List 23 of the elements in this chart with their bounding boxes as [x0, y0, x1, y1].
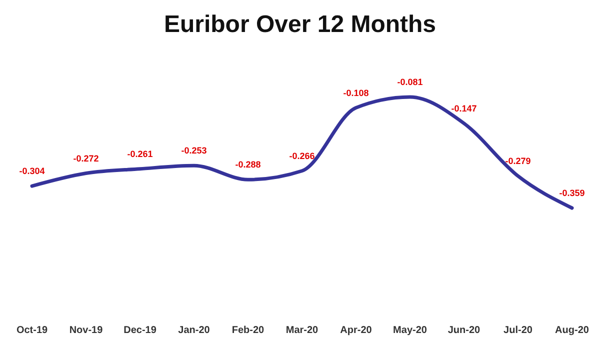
data-label: -0.304 — [19, 166, 45, 176]
x-tick-label: Jun-20 — [448, 325, 481, 336]
data-label: -0.279 — [505, 156, 531, 166]
data-label: -0.147 — [451, 103, 477, 114]
data-label: -0.288 — [235, 160, 261, 170]
x-tick-label: Jul-20 — [504, 325, 533, 336]
data-label: -0.253 — [181, 146, 207, 156]
x-tick-label: Jan-20 — [178, 325, 210, 336]
x-tick-label: May-20 — [393, 325, 428, 336]
x-tick-label: Mar-20 — [286, 325, 319, 336]
data-label: -0.272 — [73, 153, 99, 164]
data-label: -0.266 — [289, 150, 315, 161]
x-tick-label: Dec-19 — [124, 325, 157, 336]
chart-title: Euribor Over 12 Months — [164, 11, 436, 38]
x-tick-label: Nov-19 — [69, 325, 104, 336]
x-tick-label: Aug-20 — [555, 325, 590, 336]
data-label: -0.359 — [559, 188, 585, 198]
data-label: -0.108 — [343, 88, 369, 98]
data-label: -0.261 — [127, 148, 153, 159]
x-tick-label: Feb-20 — [232, 325, 265, 336]
data-label: -0.081 — [397, 77, 423, 87]
x-tick-label: Oct-19 — [16, 325, 48, 336]
x-tick-label: Apr-20 — [340, 325, 372, 336]
